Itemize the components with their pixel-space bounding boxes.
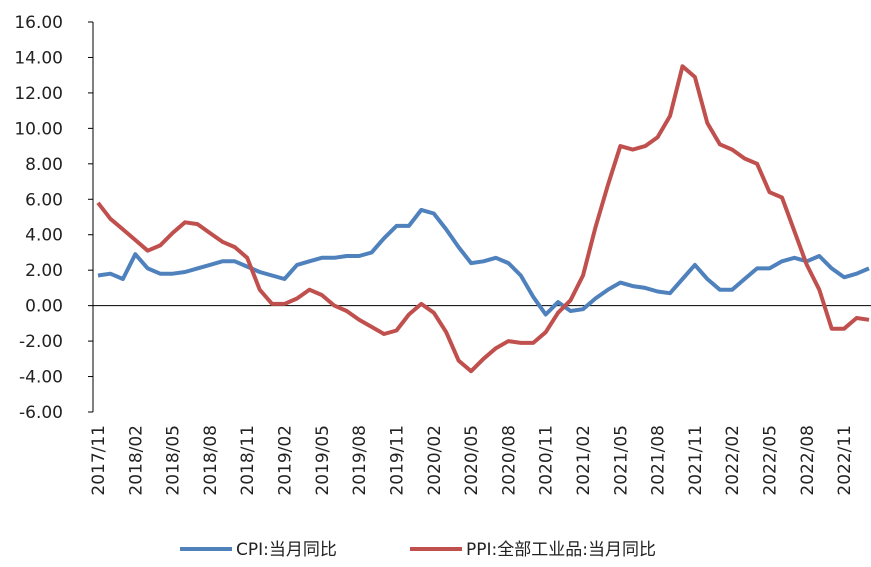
x-tick-label: 2018/08	[201, 425, 221, 496]
x-tick-label: 2021/02	[574, 425, 594, 496]
y-tick-label: 4.00	[25, 226, 63, 246]
y-tick-label: 12.00	[14, 84, 63, 104]
y-tick-label: -6.00	[19, 403, 63, 423]
y-tick-label: 0.00	[25, 297, 63, 317]
y-tick-label: 16.00	[14, 13, 63, 33]
x-tick-label: 2020/11	[537, 425, 557, 496]
x-tick-label: 2022/05	[761, 425, 781, 496]
legend-label: PPI:全部工业品:当月同比	[466, 540, 656, 560]
series-line	[97, 207, 870, 317]
y-tick-label: 10.00	[14, 119, 63, 139]
y-tick-label: 6.00	[25, 190, 63, 210]
x-tick-label: 2018/05	[164, 425, 184, 496]
x-tick-label: 2021/05	[611, 425, 631, 496]
x-tick-label: 2022/02	[723, 425, 743, 496]
y-tick-label: -2.00	[19, 332, 63, 352]
y-tick-label: 2.00	[25, 261, 63, 281]
x-tick-label: 2020/05	[462, 425, 482, 496]
x-tick-label: 2022/08	[798, 425, 818, 496]
x-tick-label: 2020/08	[499, 425, 519, 496]
series-line	[96, 64, 870, 374]
x-tick-label: 2019/02	[276, 425, 296, 496]
x-tick-label: 2019/08	[350, 425, 370, 496]
x-tick-label: 2018/11	[238, 425, 258, 496]
legend-label: CPI:当月同比	[236, 540, 337, 560]
x-tick-label: 2022/11	[835, 425, 855, 496]
x-tick-label: 2019/11	[387, 425, 407, 496]
y-tick-label: 8.00	[25, 155, 63, 175]
x-tick-label: 2018/02	[126, 425, 146, 496]
x-tick-label: 2020/02	[425, 425, 445, 496]
x-tick-label: 2019/05	[313, 425, 333, 496]
x-tick-label: 2017/11	[89, 425, 109, 496]
y-tick-label: 14.00	[14, 48, 63, 68]
x-tick-label: 2021/08	[649, 425, 669, 496]
x-tick-label: 2021/11	[686, 425, 706, 496]
y-tick-label: -4.00	[19, 368, 63, 388]
